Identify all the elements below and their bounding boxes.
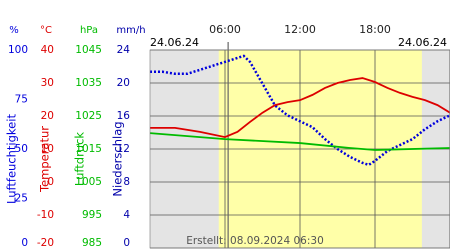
y-tick-label: 24 — [117, 44, 131, 56]
y-tick-label: 25 — [15, 193, 28, 205]
y-tick-label: 0 — [123, 237, 130, 249]
x-tick-label: 12:00 — [284, 23, 316, 36]
y-tick-label: 985 — [82, 237, 102, 249]
series-line — [150, 54, 450, 167]
footer: Erstellt: 08.09.2024 06:30 — [186, 235, 324, 247]
axis-title: Temperatur — [38, 126, 52, 193]
y-tick-label: -10 — [37, 209, 54, 221]
x-tick-label: 06:00 — [209, 23, 241, 36]
date-right: 24.06.24 — [398, 36, 447, 49]
axis-title: Luftdruck — [73, 132, 87, 186]
series-line — [149, 132, 450, 151]
y-tick-label: 0 — [21, 237, 28, 249]
y-tick-label: 12 — [117, 143, 130, 155]
y-tick-label: 16 — [117, 110, 131, 122]
y-tick-label: 10 — [41, 143, 54, 155]
y-tick-label: 8 — [123, 176, 130, 188]
axis-unit: % — [9, 25, 19, 36]
axis-title: Luftfeuchtigkeit — [5, 114, 19, 204]
y-tick-label: 0 — [47, 176, 54, 188]
y-tick-label: 1035 — [75, 77, 102, 89]
y-tick-label: 75 — [15, 94, 28, 106]
y-tick-label: 100 — [8, 44, 28, 56]
date-left: 24.06.24 — [150, 36, 199, 49]
y-tick-label: 1015 — [75, 143, 102, 155]
axis-unit: hPa — [80, 25, 98, 36]
axis-unit: °C — [40, 25, 52, 36]
x-tick-label: 18:00 — [359, 23, 391, 36]
axis-title: Niederschlag — [111, 121, 125, 196]
y-tick-label: 30 — [41, 77, 54, 89]
series-line — [150, 77, 450, 139]
y-tick-label: 1045 — [75, 44, 102, 56]
y-tick-label: 1025 — [75, 110, 102, 122]
y-tick-label: 50 — [15, 143, 28, 155]
y-tick-label: 20 — [41, 110, 54, 122]
y-tick-label: -20 — [37, 237, 54, 249]
axis-unit: mm/h — [116, 25, 145, 36]
y-tick-label: 40 — [41, 44, 54, 56]
y-tick-label: 20 — [117, 77, 130, 89]
y-tick-label: 1005 — [75, 176, 102, 188]
y-tick-label: 995 — [82, 209, 102, 221]
y-tick-label: 4 — [123, 209, 130, 221]
